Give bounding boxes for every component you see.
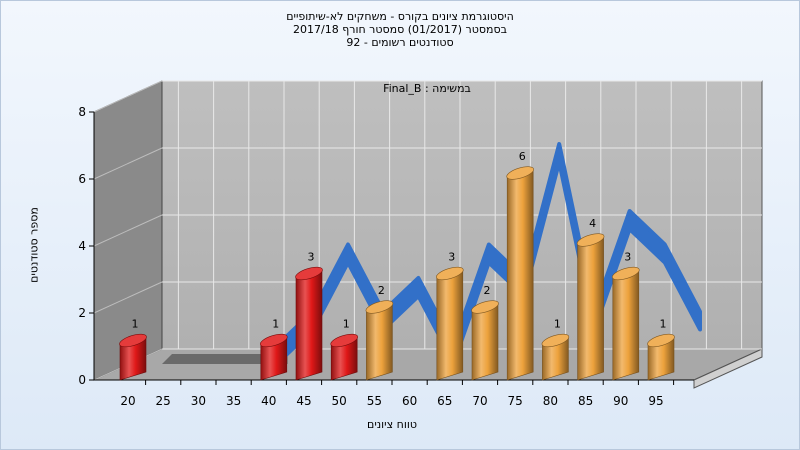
bar-top [365, 300, 394, 314]
bar-top [119, 333, 147, 348]
bar-top [471, 300, 499, 314]
x-tick-label: 75 [508, 394, 523, 408]
bar-top [612, 266, 640, 281]
title-line-2: בסמסטר (01/2017) סמסטר חורף 2017/18 [293, 23, 507, 36]
x-tick-label: 20 [120, 394, 135, 408]
data-label: 2 [378, 284, 385, 297]
grid-line-side [93, 147, 163, 180]
assignment-label: במשימה : Final_B [383, 82, 471, 95]
grid-line-side [93, 80, 163, 113]
bar [295, 269, 323, 381]
x-tick-label: 60 [402, 394, 417, 408]
x-tick-label: 40 [261, 394, 276, 408]
data-label: 1 [272, 318, 279, 331]
y-tick-label: 2 [78, 306, 86, 320]
ribbon-flat-segment [162, 354, 288, 364]
ribbon-series [275, 142, 702, 365]
x-tick-label: 30 [191, 394, 206, 408]
data-label: 6 [519, 150, 526, 163]
y-tick-label: 4 [78, 239, 86, 253]
grid-line-side [93, 281, 163, 314]
bar [506, 168, 534, 381]
data-label: 1 [343, 318, 350, 331]
data-label: 1 [660, 318, 667, 331]
x-tick-label: 45 [296, 394, 311, 408]
x-tick-label: 55 [367, 394, 382, 408]
data-label: 1 [132, 318, 139, 331]
grid-line-side [93, 214, 163, 247]
x-tick-label: 80 [543, 394, 558, 408]
data-label: 1 [554, 318, 561, 331]
bar-top [436, 266, 464, 281]
bar-top [506, 166, 534, 180]
bar-top [260, 333, 288, 348]
x-tick-label: 95 [648, 394, 663, 408]
bar [612, 269, 640, 381]
x-axis-label: טווח ציונים [367, 418, 417, 431]
y-tick-label: 6 [78, 172, 86, 186]
data-label: 3 [624, 251, 631, 264]
bar [577, 235, 604, 381]
data-label: 3 [448, 251, 455, 264]
x-tick-label: 25 [156, 394, 171, 408]
x-tick-label: 65 [437, 394, 452, 408]
bar-top [541, 333, 570, 348]
y-tick-label: 8 [78, 105, 86, 119]
bar-top [647, 333, 675, 348]
x-tick-label: 50 [332, 394, 347, 408]
bar [366, 302, 393, 381]
data-label: 2 [484, 284, 491, 297]
y-axis-label: מספר סטודנטים [27, 207, 41, 283]
title-line-1: היסטוגרמת ציונים בקורס - משחקים לא-שיתופ… [286, 10, 514, 23]
floor-edge [693, 348, 763, 389]
chart-title: היסטוגרמת ציונים בקורס - משחקים לא-שיתופ… [0, 10, 800, 49]
data-label: 4 [589, 217, 596, 230]
bar-top [576, 233, 605, 247]
x-tick-label: 90 [613, 394, 628, 408]
x-tick-label: 35 [226, 394, 241, 408]
x-tick-label: 70 [472, 394, 487, 408]
x-tick-label: 85 [578, 394, 593, 408]
data-label: 3 [308, 251, 315, 264]
y-tick-label: 0 [78, 373, 86, 387]
bar-top [295, 266, 323, 281]
bar [471, 302, 499, 381]
title-line-3: סטודנטים רשומים - 92 [346, 36, 454, 49]
bar [436, 269, 464, 381]
bar-top [330, 333, 358, 348]
